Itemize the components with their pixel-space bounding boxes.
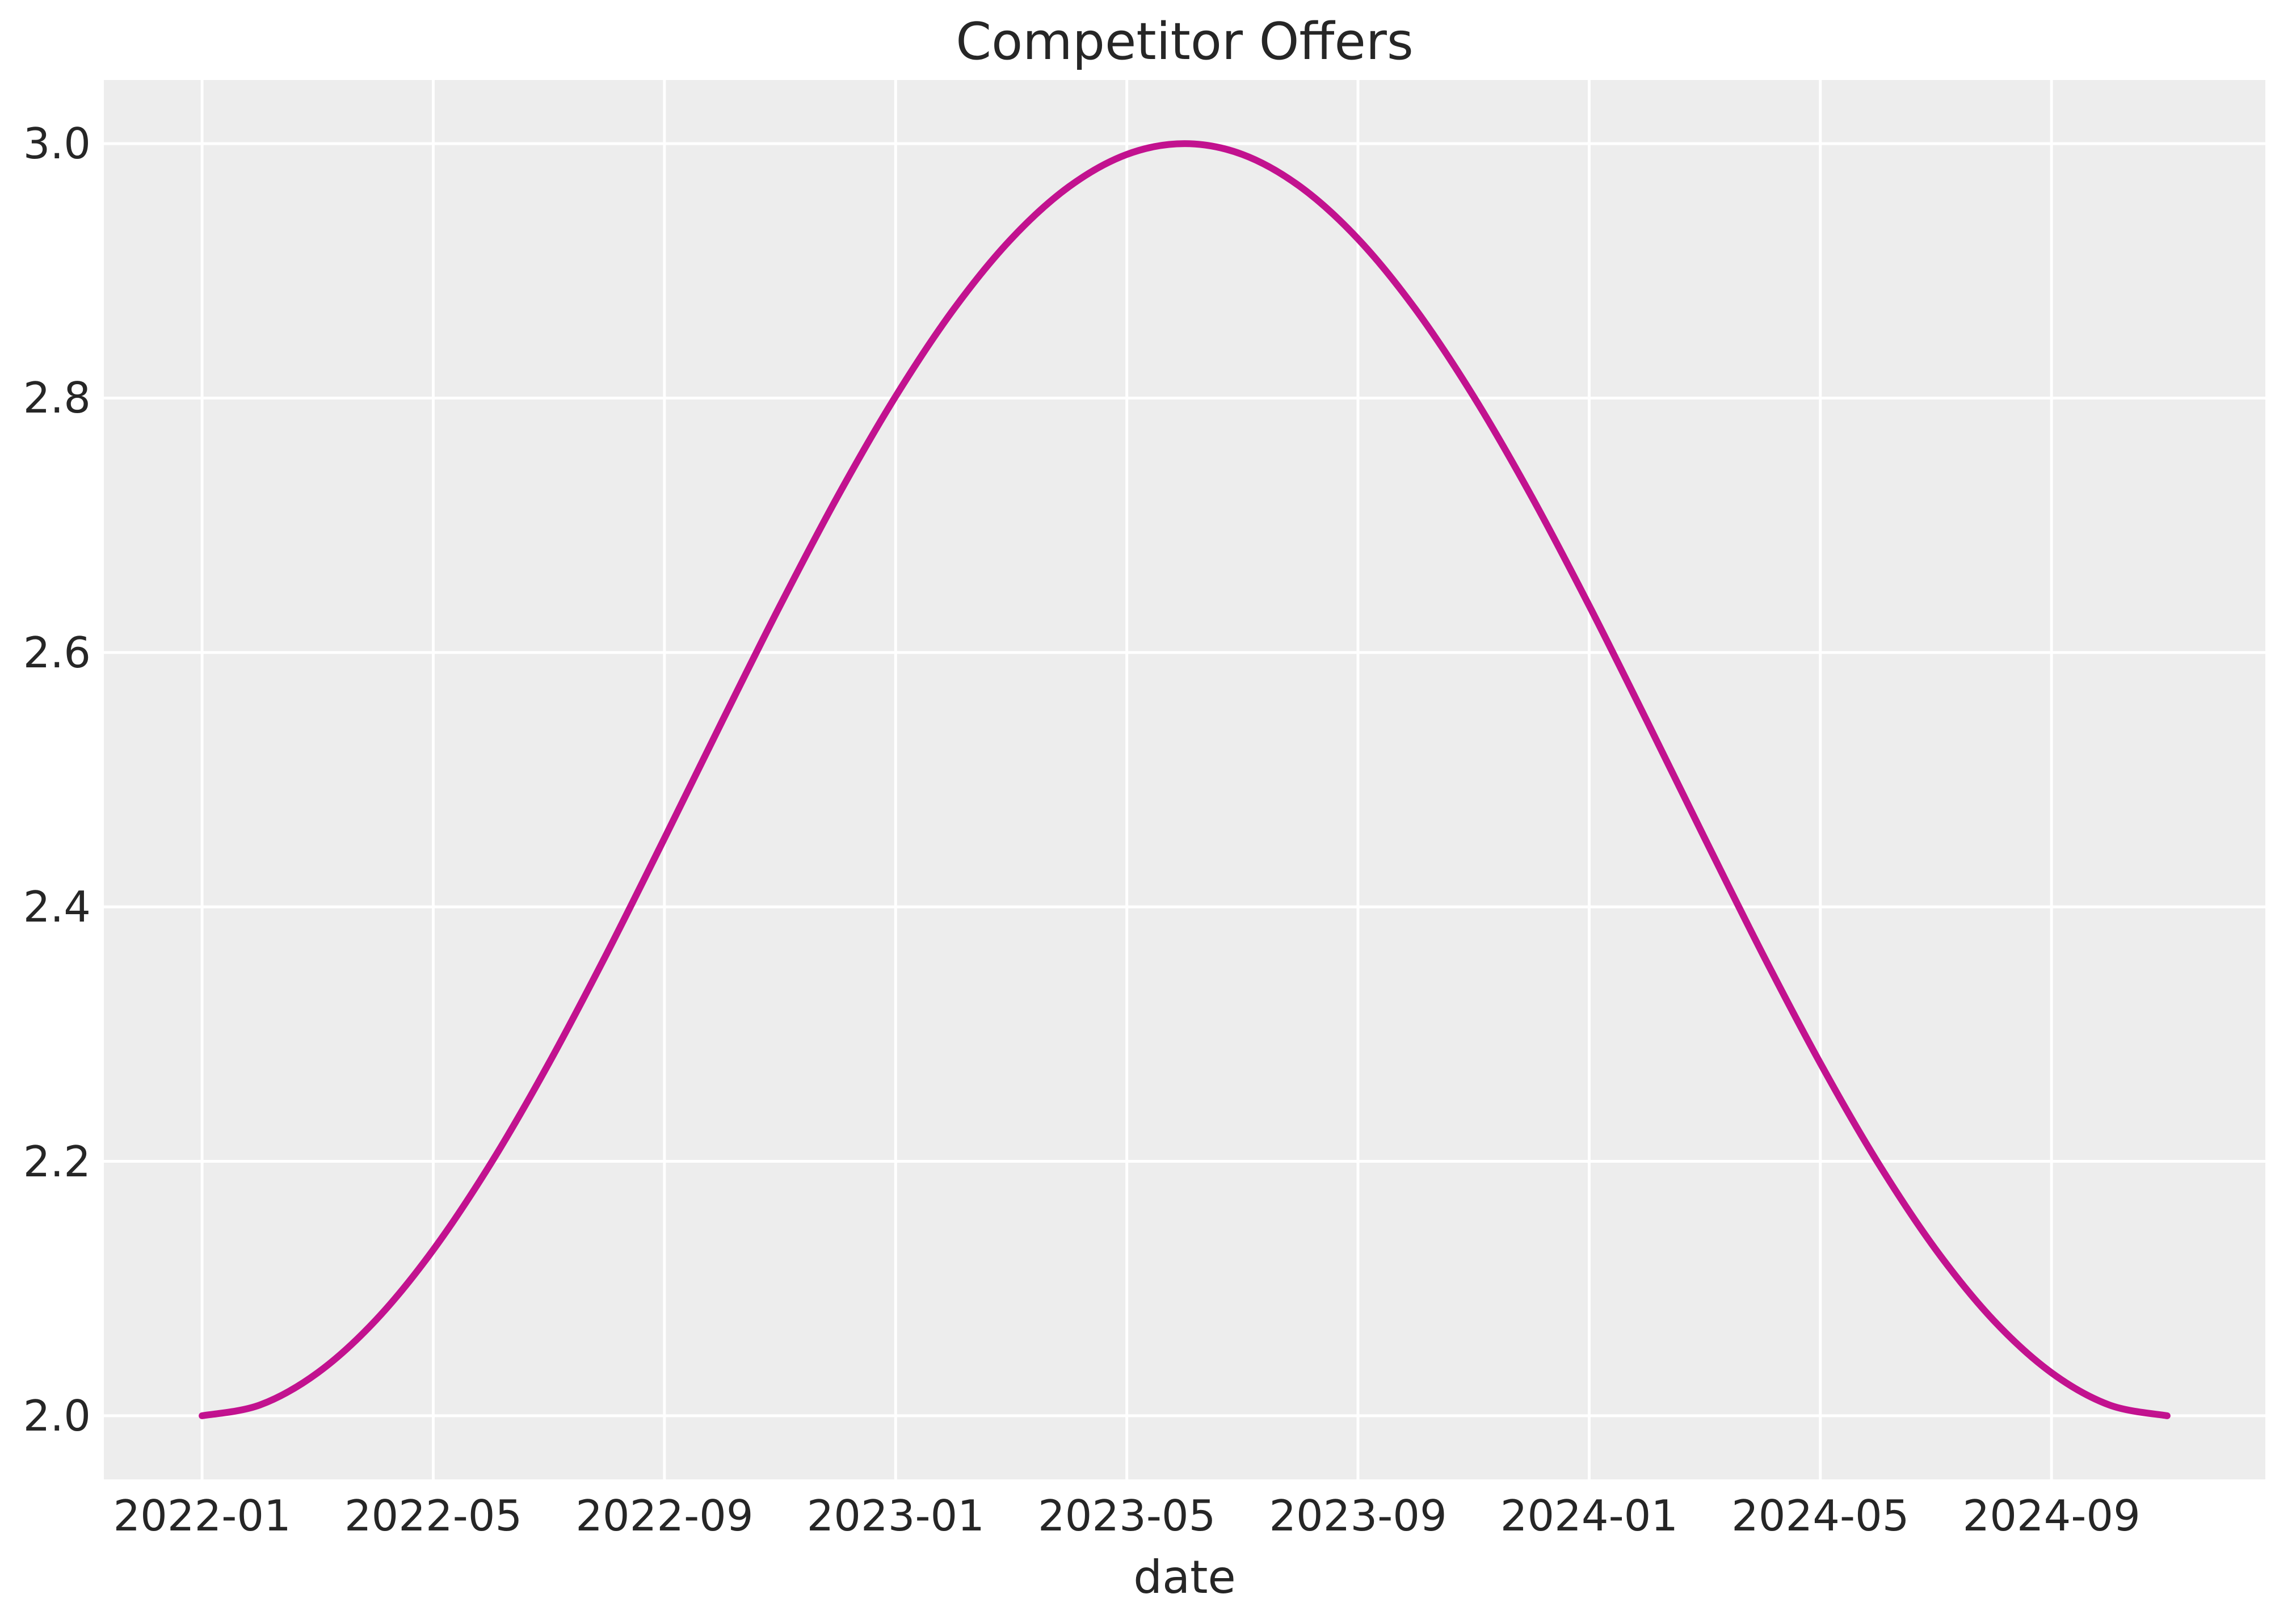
x-tick-label: 2023-01 bbox=[806, 1491, 985, 1541]
y-tick-label: 2.0 bbox=[23, 1390, 91, 1441]
y-tick-label: 3.0 bbox=[23, 119, 91, 169]
chart-title: Competitor Offers bbox=[956, 12, 1414, 72]
x-tick-label: 2022-05 bbox=[344, 1491, 523, 1541]
series-line bbox=[199, 140, 2171, 1419]
x-tick-label: 2022-09 bbox=[575, 1491, 754, 1541]
y-tick-label: 2.4 bbox=[23, 882, 91, 932]
x-tick-label: 2024-09 bbox=[1962, 1491, 2141, 1541]
y-tick-label: 2.6 bbox=[23, 627, 91, 678]
x-tick-label: 2024-01 bbox=[1500, 1491, 1679, 1541]
x-tick-label: 2022-01 bbox=[113, 1491, 291, 1541]
x-tick-label: 2023-09 bbox=[1269, 1491, 1447, 1541]
y-tick-label: 2.8 bbox=[23, 373, 91, 423]
plot-background bbox=[104, 80, 2265, 1479]
x-axis-label: date bbox=[1133, 1551, 1236, 1604]
x-tick-label: 2023-05 bbox=[1037, 1491, 1216, 1541]
y-tick-label: 2.2 bbox=[23, 1136, 91, 1187]
x-tick-label: 2024-05 bbox=[1731, 1491, 1910, 1541]
